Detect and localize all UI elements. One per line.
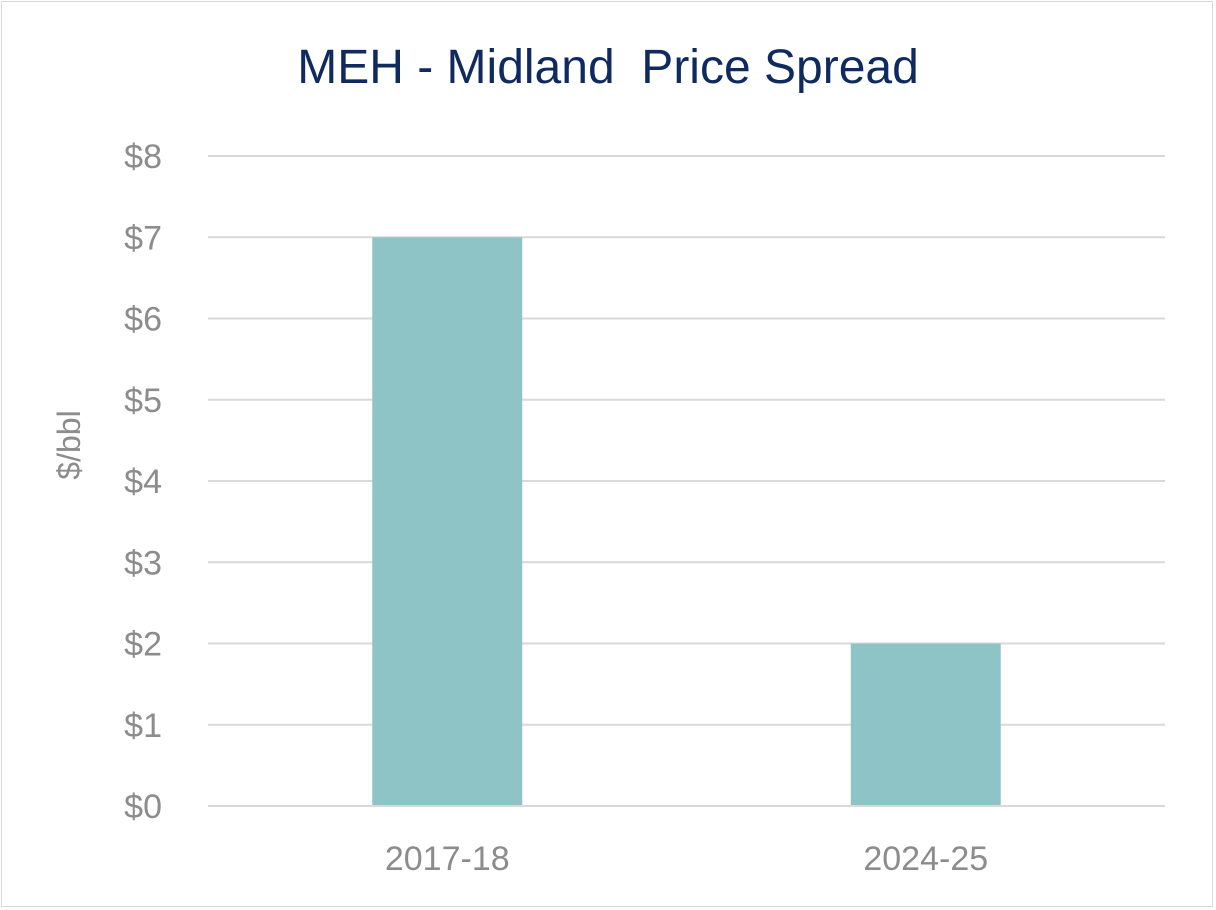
x-tick-label: 2017-18 <box>385 840 510 878</box>
x-tick-label: 2024-25 <box>863 840 988 878</box>
y-tick-label: $0 <box>124 788 162 826</box>
y-tick-label: $1 <box>124 707 162 745</box>
y-tick-label: $6 <box>124 301 162 339</box>
chart-title: MEH - Midland Price Spread <box>297 41 919 94</box>
y-tick-label: $8 <box>124 138 162 176</box>
y-tick-label: $7 <box>124 219 162 257</box>
y-tick-label: $3 <box>124 544 162 582</box>
bar <box>850 643 1001 806</box>
bar <box>372 237 523 806</box>
y-tick-label: $5 <box>124 382 162 420</box>
y-tick-label: $2 <box>124 626 162 664</box>
y-tick-label: $4 <box>124 463 162 501</box>
y-axis-title: $/bbl <box>51 410 87 479</box>
